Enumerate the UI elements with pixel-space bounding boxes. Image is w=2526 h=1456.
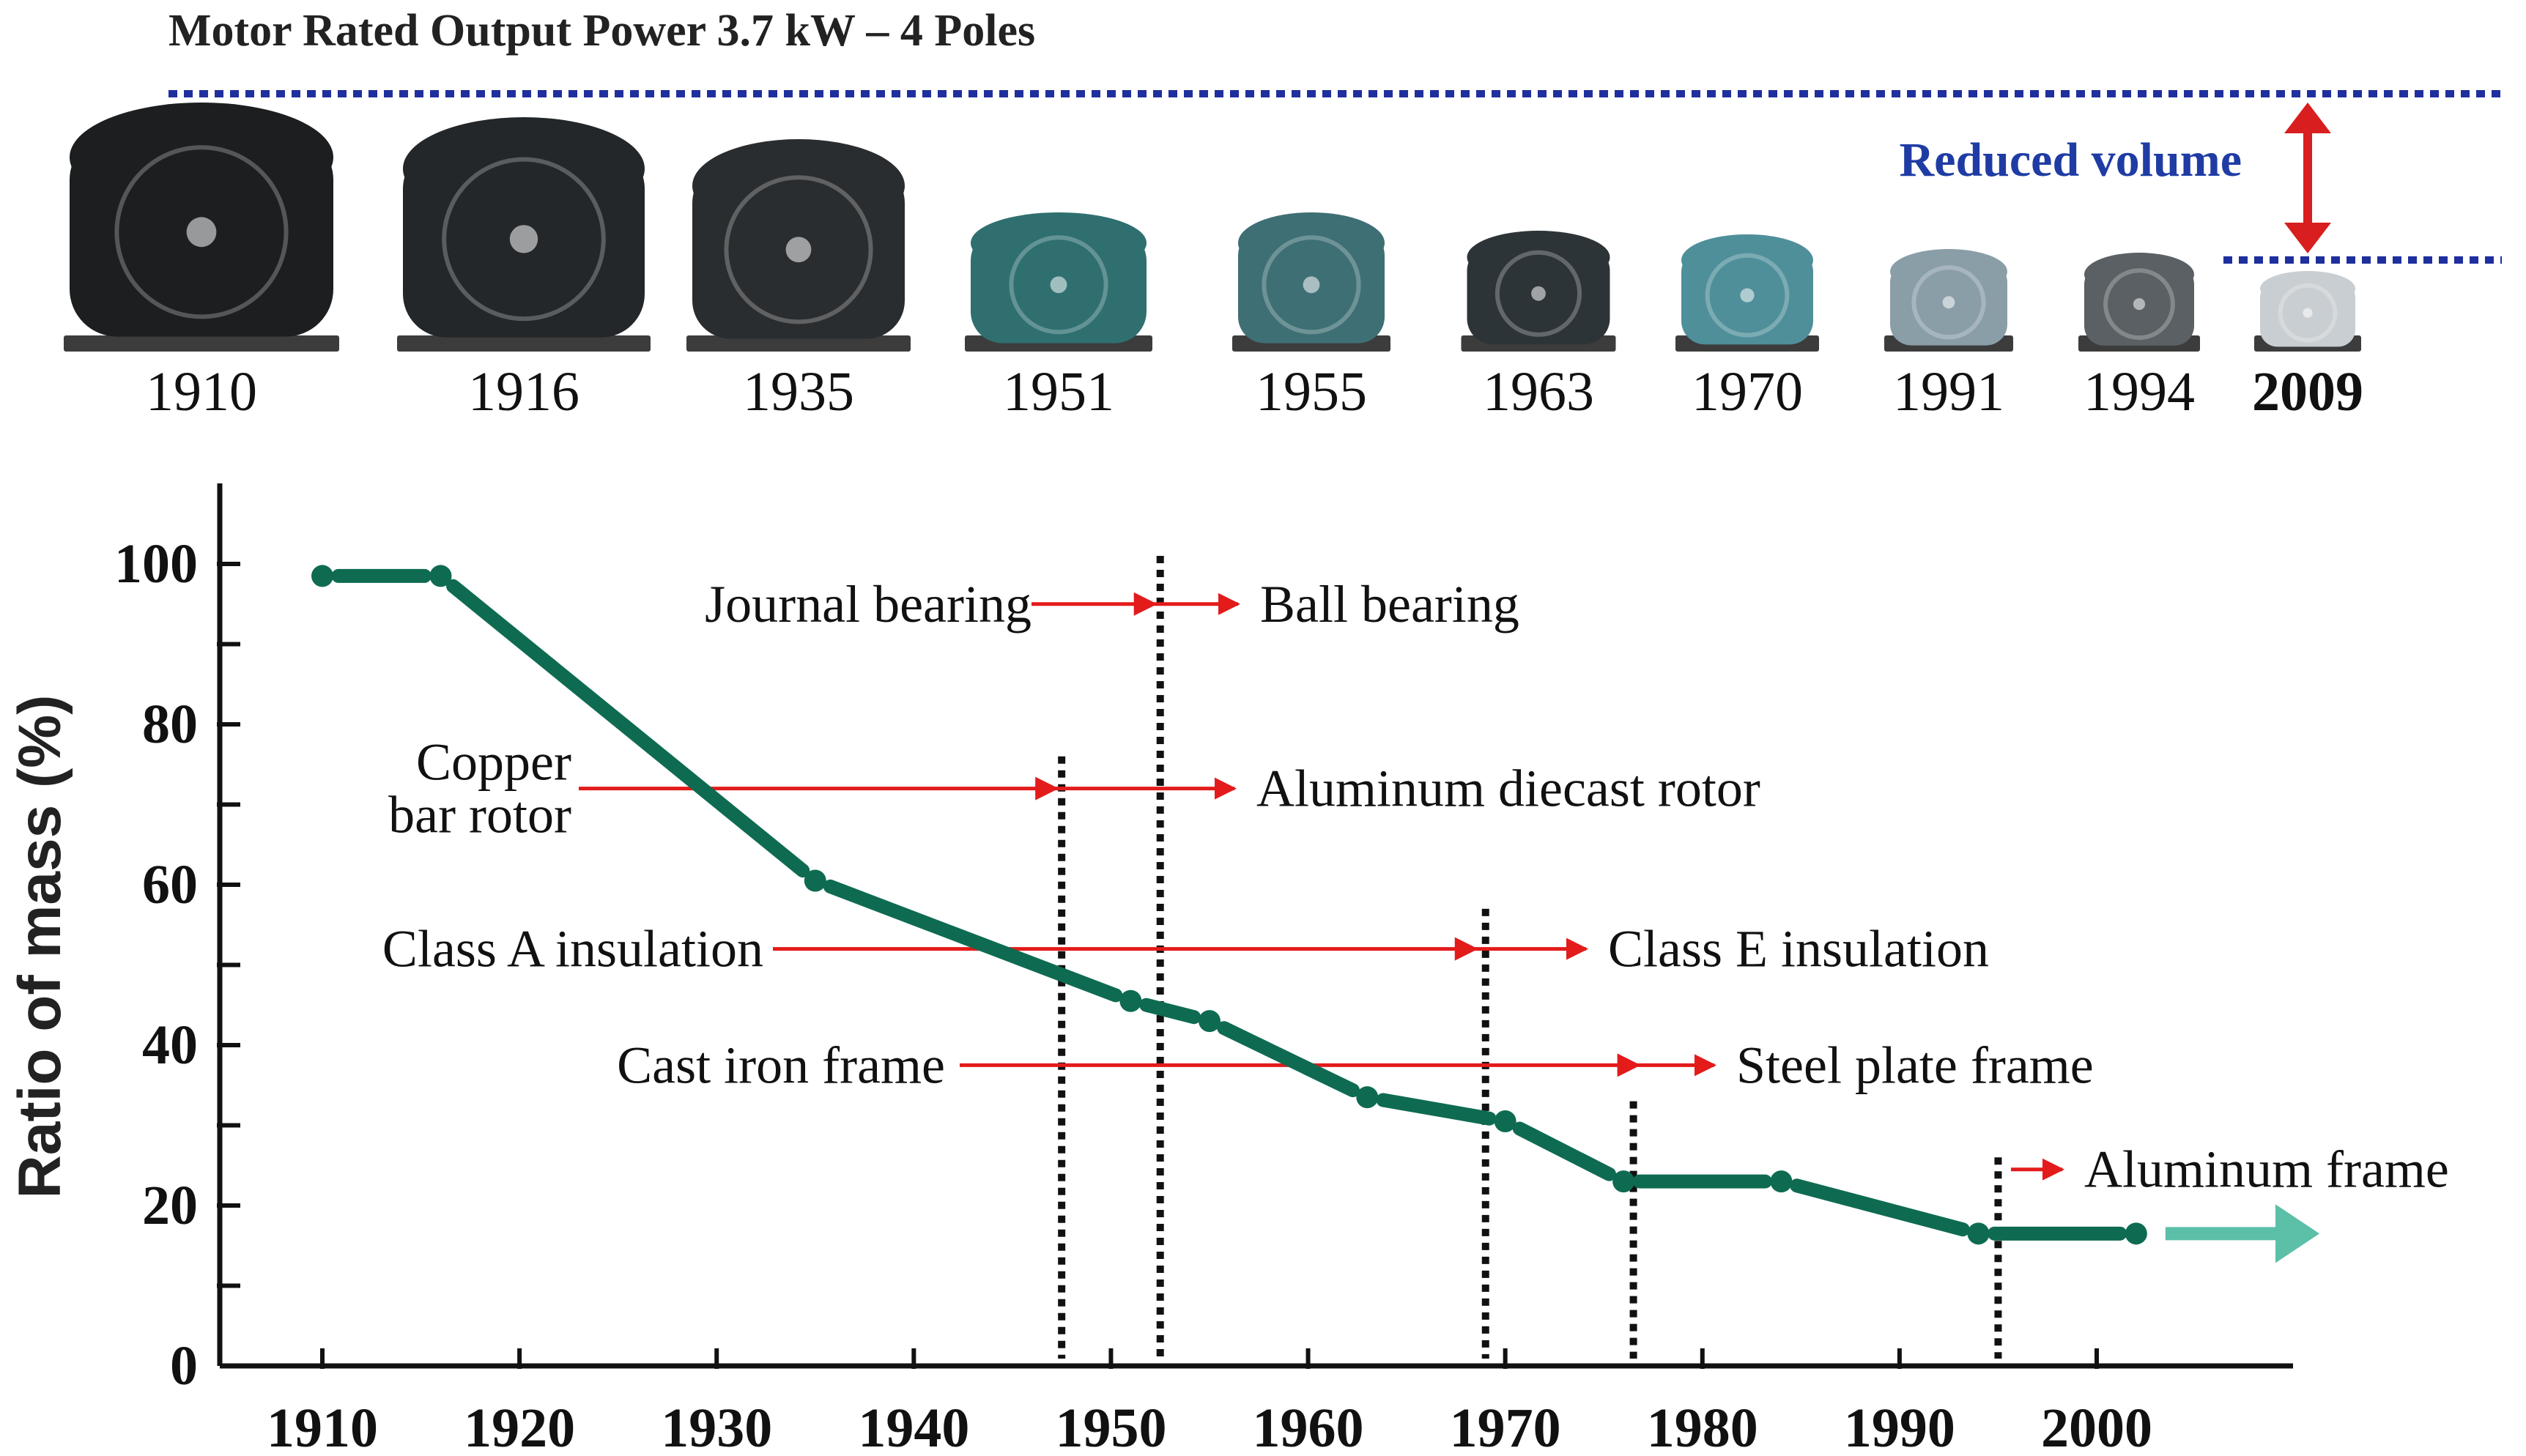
series-segment bbox=[446, 579, 810, 878]
transition-from-label: Class A insulation bbox=[382, 920, 763, 978]
x-tick-label: 1960 bbox=[1253, 1397, 1364, 1456]
y-tick-label: 60 bbox=[142, 854, 198, 915]
data-point bbox=[1770, 1170, 1793, 1193]
motor-year-label: 1916 bbox=[468, 361, 579, 423]
motor-year-label: 1955 bbox=[1256, 361, 1367, 423]
transition-to-label: Ball bearing bbox=[1260, 575, 1519, 634]
x-axis-ticks: 1910 1920 1930 1940 1950 1960 1970 1980 1990 2000 bbox=[267, 1348, 2152, 1456]
motor-1963-icon: 1963 bbox=[1461, 231, 1616, 423]
data-point bbox=[1494, 1110, 1516, 1133]
x-tick-label: 1980 bbox=[1647, 1397, 1758, 1456]
transition-arrowhead bbox=[1617, 1053, 1641, 1077]
transition-to-label: Class E insulation bbox=[1608, 920, 1989, 978]
series-segment bbox=[1217, 1021, 1360, 1098]
y-tick-label: 20 bbox=[142, 1175, 198, 1236]
data-point bbox=[804, 869, 826, 892]
transition-3: Class A insulation Class E insulation bbox=[382, 920, 1989, 978]
series-segment bbox=[823, 879, 1123, 1003]
motor-1970-icon: 1970 bbox=[1675, 234, 1819, 423]
series-segment bbox=[1790, 1178, 1970, 1237]
series-segment bbox=[1512, 1121, 1617, 1181]
motor-photo-row: 1910 1916 1935 1951 1955 1963 1970 1991 1994 2009 bbox=[64, 103, 2363, 423]
motor-1910-icon: 1910 bbox=[64, 103, 339, 423]
transition-to-label: Aluminum frame bbox=[2084, 1140, 2449, 1199]
x-tick-label: 1950 bbox=[1055, 1397, 1166, 1456]
motor-1955-icon: 1955 bbox=[1232, 212, 1390, 423]
transition-to-label: Aluminum diecast rotor bbox=[1256, 759, 1760, 818]
y-axis-label: Ratio of mass (%) bbox=[7, 695, 73, 1199]
y-tick-label: 80 bbox=[142, 694, 198, 755]
trend-arrow bbox=[2165, 1204, 2320, 1263]
transition-from-label: Journal bearing bbox=[705, 575, 1031, 634]
data-point bbox=[311, 565, 333, 587]
motor-1935-icon: 1935 bbox=[686, 139, 911, 423]
x-tick-label: 1930 bbox=[661, 1397, 772, 1456]
reduced-volume-arrow bbox=[2284, 103, 2331, 253]
y-tick-label: 40 bbox=[142, 1014, 198, 1076]
motor-1916-icon: 1916 bbox=[397, 117, 651, 423]
transition-arrowhead bbox=[1035, 776, 1059, 801]
transition-from-label: Cast iron frame bbox=[617, 1036, 945, 1094]
transition-from-label: bar rotor bbox=[388, 786, 571, 844]
motor-year-label: 1951 bbox=[1003, 361, 1114, 423]
motor-year-label: 1991 bbox=[1893, 361, 2004, 423]
y-tick-label: 0 bbox=[170, 1335, 198, 1397]
series-segment bbox=[1139, 998, 1201, 1025]
transition-5: Aluminum frame bbox=[2011, 1140, 2449, 1199]
transition-arrowhead bbox=[1454, 937, 1478, 961]
data-point bbox=[1612, 1170, 1635, 1193]
data-point bbox=[1119, 989, 1142, 1012]
x-tick-label: 1940 bbox=[858, 1397, 969, 1456]
transition-from-label: Copper bbox=[416, 733, 571, 792]
x-tick-label: 1910 bbox=[267, 1397, 378, 1456]
motor-year-label: 1935 bbox=[743, 361, 854, 423]
x-tick-label: 1920 bbox=[464, 1397, 575, 1456]
transition-to-label: Steel plate frame bbox=[1736, 1036, 2094, 1094]
page-title: Motor Rated Output Power 3.7 kW – 4 Pole… bbox=[168, 6, 1035, 56]
transition-4: Cast iron frame Steel plate frame bbox=[617, 1036, 2094, 1094]
data-point bbox=[1356, 1086, 1379, 1109]
trend-arrow-head bbox=[2275, 1204, 2320, 1263]
motor-2009-icon: 2009 bbox=[2252, 271, 2363, 423]
data-point bbox=[1967, 1222, 1990, 1245]
y-axis-ticks: 0 20 40 60 80 100 bbox=[114, 533, 240, 1397]
x-tick-label: 2000 bbox=[2041, 1397, 2152, 1456]
motor-1991-icon: 1991 bbox=[1884, 249, 2013, 423]
motor-year-label: 2009 bbox=[2252, 361, 2363, 423]
transition-arrowhead bbox=[1133, 592, 1158, 616]
motor-year-label: 1970 bbox=[1692, 361, 1803, 423]
motor-year-label: 1910 bbox=[146, 361, 257, 423]
data-point bbox=[429, 565, 452, 587]
mass-ratio-chart: 0 20 40 60 80 100 1910 1920 1930 1940 1950 1960 197… bbox=[7, 483, 2449, 1456]
motor-1994-icon: 1994 bbox=[2078, 253, 2200, 423]
reduced-volume-label: Reduced volume bbox=[1900, 133, 2242, 187]
transition-lines bbox=[1058, 556, 2002, 1359]
x-tick-label: 1970 bbox=[1450, 1397, 1561, 1456]
data-point bbox=[2125, 1222, 2147, 1245]
y-tick-label: 100 bbox=[114, 533, 198, 595]
motor-year-label: 1994 bbox=[2084, 361, 2195, 423]
x-tick-label: 1990 bbox=[1844, 1397, 1955, 1456]
motor-1951-icon: 1951 bbox=[965, 212, 1152, 423]
motor-year-label: 1963 bbox=[1483, 361, 1594, 423]
transition-1: Journal bearing Ball bearing bbox=[705, 575, 1519, 634]
data-point bbox=[1199, 1010, 1221, 1033]
series-segment bbox=[1376, 1093, 1497, 1126]
mass-series bbox=[311, 565, 2147, 1245]
